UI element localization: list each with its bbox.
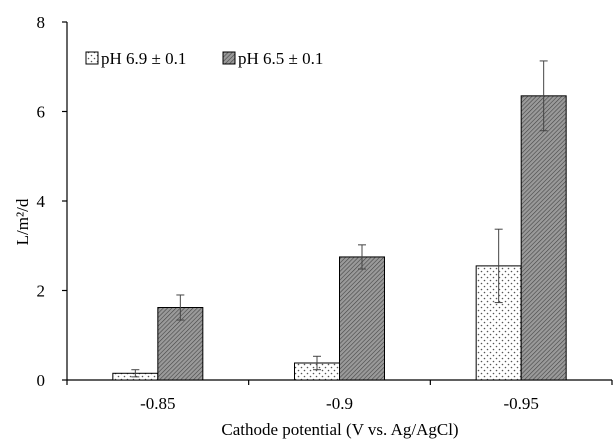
y-tick-label: 2 <box>37 282 46 301</box>
legend-label: pH 6.9 ± 0.1 <box>101 49 186 68</box>
bar <box>520 95 567 381</box>
error-bars <box>131 60 548 378</box>
bar <box>339 256 385 381</box>
x-tick-label: -0.95 <box>503 394 538 413</box>
y-tick-label: 4 <box>37 192 46 211</box>
legend-swatch <box>85 51 99 65</box>
legend-label: pH 6.5 ± 0.1 <box>238 49 323 68</box>
x-tick-label: -0.85 <box>140 394 175 413</box>
tick-labels: 0 2 4 6 8 -0.85 -0.9 -0.95 <box>37 13 539 413</box>
legend: pH 6.9 ± 0.1 pH 6.5 ± 0.1 <box>85 49 323 68</box>
legend-swatch <box>222 51 236 65</box>
x-tick-label: -0.9 <box>326 394 353 413</box>
y-axis-title: L/m²/d <box>13 198 32 245</box>
y-tick-label: 6 <box>37 103 46 122</box>
y-tick-label: 0 <box>37 371 46 390</box>
x-axis-title: Cathode potential (V vs. Ag/AgCl) <box>221 420 458 439</box>
y-tick-label: 8 <box>37 13 46 32</box>
